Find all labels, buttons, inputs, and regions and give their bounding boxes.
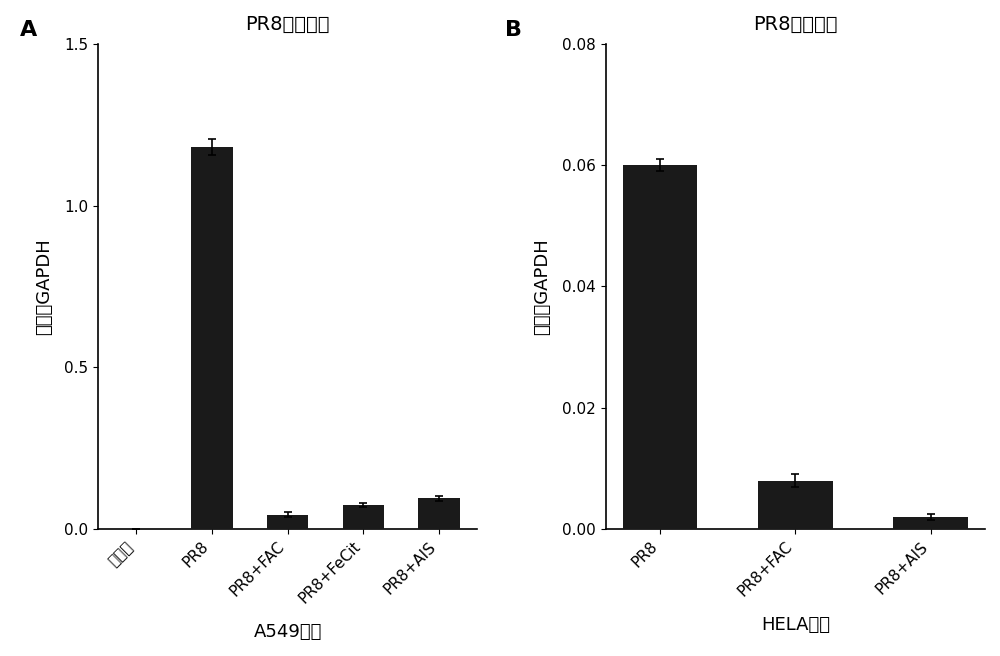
Y-axis label: 相对于GAPDH: 相对于GAPDH: [35, 238, 53, 335]
X-axis label: HELA细胞: HELA细胞: [761, 616, 830, 634]
Bar: [191, 148, 233, 529]
Y-axis label: 相对于GAPDH: 相对于GAPDH: [533, 238, 551, 335]
Title: PR8病毒拷贝: PR8病毒拷贝: [753, 15, 838, 34]
Text: B: B: [505, 20, 522, 39]
Title: PR8病毒拷贝: PR8病毒拷贝: [245, 15, 330, 34]
X-axis label: A549细胞: A549细胞: [253, 623, 322, 641]
Bar: [623, 165, 697, 529]
Bar: [758, 481, 833, 529]
Bar: [418, 499, 460, 529]
Bar: [343, 505, 384, 529]
Bar: [267, 514, 308, 529]
Text: A: A: [20, 20, 37, 39]
Bar: [893, 517, 968, 529]
